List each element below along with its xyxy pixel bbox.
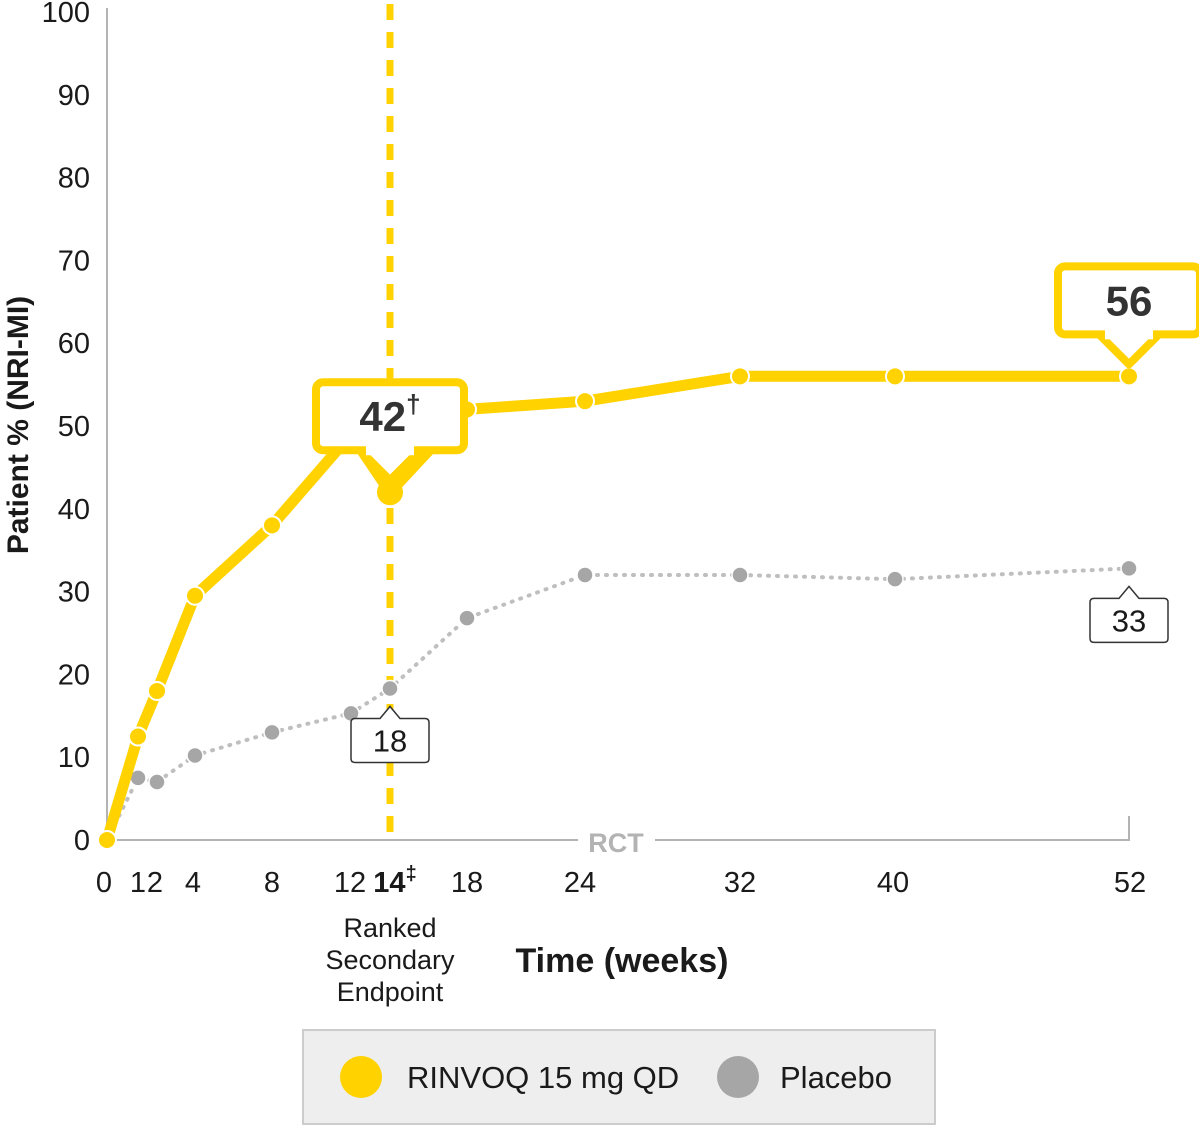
rinvoq-point	[147, 680, 167, 701]
rinvoq-point	[575, 391, 595, 412]
rinvoq-point	[1119, 366, 1139, 387]
y-tick-label: 50	[58, 411, 90, 443]
endpoint-note-line: Endpoint	[337, 977, 444, 1007]
y-tick-label: 90	[58, 80, 90, 112]
y-tick-label: 100	[42, 0, 90, 29]
endpoint-note-line: Ranked	[343, 913, 436, 943]
rinvoq-point	[128, 726, 148, 747]
placebo-point	[186, 746, 204, 765]
x-tick-label: 18	[451, 867, 483, 899]
callout-42: 42†	[312, 378, 468, 485]
callout-56: 56	[1054, 262, 1199, 369]
y-tick-label: 80	[58, 163, 90, 195]
placebo-point	[458, 609, 476, 627]
y-tick-label: 20	[58, 659, 90, 691]
x-tick-label: 52	[1114, 867, 1146, 899]
legend-box	[302, 1029, 936, 1125]
rinvoq-point	[262, 515, 282, 536]
rinvoq-line	[101, 370, 1135, 846]
x-tick-label: 4	[185, 867, 201, 899]
series-group	[97, 4, 1139, 850]
y-tick-label: 70	[58, 245, 90, 277]
x-tick-label: 0	[96, 867, 112, 899]
callout-seam	[366, 445, 414, 456]
x-tick-label: 32	[724, 867, 756, 899]
placebo-point	[731, 566, 749, 584]
legend-label: RINVOQ 15 mg QD	[407, 1060, 679, 1095]
legend: RINVOQ 15 mg QD Placebo	[302, 1029, 936, 1125]
placebo-point	[263, 723, 281, 742]
x-tick-label: 2	[147, 867, 163, 899]
callout-value: 18	[373, 723, 407, 758]
rinvoq-point	[730, 366, 750, 387]
y-axis-label: Patient % (NRI-MI)	[2, 296, 35, 554]
placebo-line	[105, 566, 1131, 842]
y-tick-label: 10	[58, 742, 90, 774]
rct-period-label: RCT	[588, 828, 644, 858]
legend-swatch	[340, 1056, 382, 1098]
x-tick-label: 14‡	[373, 863, 416, 899]
callouts: 42† 56 18 33	[312, 262, 1199, 764]
placebo-point	[148, 773, 166, 791]
callout-box	[350, 705, 430, 764]
callout-18: 18	[350, 705, 430, 764]
rinvoq-point	[185, 585, 205, 606]
callout-value: 33	[1112, 603, 1146, 638]
rinvoq-point	[97, 830, 117, 850]
y-tick-label: 40	[58, 494, 90, 526]
x-tick-footnote-mark: ‡	[406, 863, 417, 885]
y-tick-label: 60	[58, 328, 90, 360]
endpoint-note-line: Secondary	[325, 945, 455, 975]
x-tick-label: 12	[334, 867, 366, 899]
legend-label: Placebo	[780, 1060, 892, 1095]
placebo-point	[381, 679, 399, 698]
x-axis-label: Time (weeks)	[516, 942, 729, 980]
x-tick-label: 24	[564, 867, 596, 899]
x-tick-label: 40	[877, 867, 909, 899]
rinvoq-point	[377, 479, 403, 506]
x-tick-label: 8	[264, 867, 280, 899]
legend-swatch	[717, 1056, 759, 1098]
y-tick-label: 30	[58, 577, 90, 609]
callout-pointer	[357, 447, 423, 485]
rct-bracket	[110, 816, 1130, 841]
callout-pointer	[1096, 331, 1162, 369]
callout-value: 56	[1106, 277, 1153, 324]
x-tick-label: 1	[130, 867, 146, 899]
placebo-point	[886, 570, 904, 588]
placebo-point	[1120, 559, 1138, 578]
y-tick-label: 0	[74, 825, 90, 857]
callout-box	[1089, 585, 1169, 644]
placebo-point	[576, 566, 594, 584]
rinvoq-point	[885, 366, 905, 387]
callout-footnote-mark: †	[406, 389, 420, 419]
callout-33: 33	[1089, 585, 1169, 644]
callout-seam	[1105, 329, 1153, 340]
